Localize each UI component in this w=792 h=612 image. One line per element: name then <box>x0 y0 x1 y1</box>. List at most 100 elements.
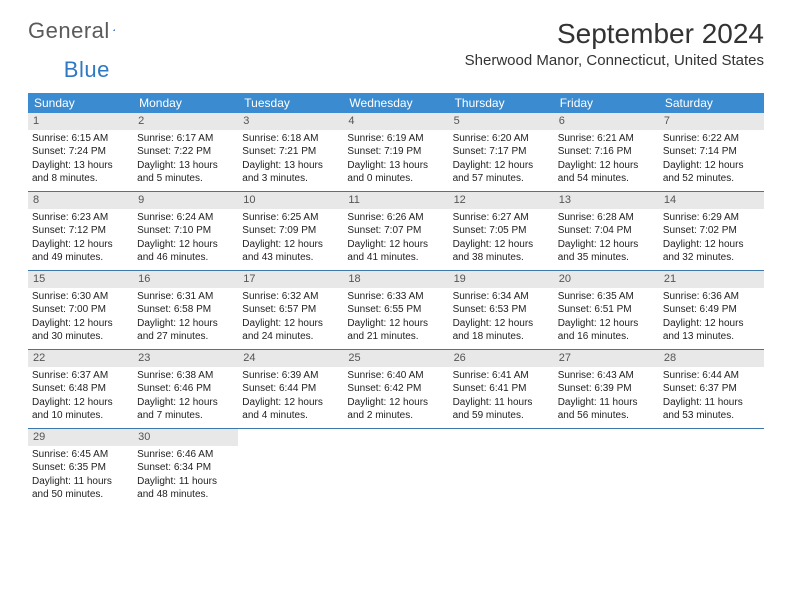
month-title: September 2024 <box>465 18 764 50</box>
daylight-text: Daylight: 12 hours and 4 minutes. <box>242 396 339 423</box>
day-cell <box>659 429 764 507</box>
day-cell: 26Sunrise: 6:41 AMSunset: 6:41 PMDayligh… <box>449 350 554 428</box>
day-cell: 12Sunrise: 6:27 AMSunset: 7:05 PMDayligh… <box>449 192 554 270</box>
daylight-text: Daylight: 13 hours and 8 minutes. <box>32 159 129 186</box>
day-number: 10 <box>238 192 343 209</box>
sunrise-text: Sunrise: 6:32 AM <box>242 290 339 304</box>
day-cell: 27Sunrise: 6:43 AMSunset: 6:39 PMDayligh… <box>554 350 659 428</box>
sunset-text: Sunset: 6:53 PM <box>453 303 550 317</box>
sunrise-text: Sunrise: 6:38 AM <box>137 369 234 383</box>
sunset-text: Sunset: 6:49 PM <box>663 303 760 317</box>
day-cell: 18Sunrise: 6:33 AMSunset: 6:55 PMDayligh… <box>343 271 448 349</box>
sunrise-text: Sunrise: 6:30 AM <box>32 290 129 304</box>
day-number: 25 <box>343 350 448 367</box>
sunset-text: Sunset: 7:10 PM <box>137 224 234 238</box>
sunset-text: Sunset: 6:39 PM <box>558 382 655 396</box>
day-number: 8 <box>28 192 133 209</box>
day-number: 7 <box>659 113 764 130</box>
sunset-text: Sunset: 6:34 PM <box>137 461 234 475</box>
day-cell: 5Sunrise: 6:20 AMSunset: 7:17 PMDaylight… <box>449 113 554 191</box>
logo: General <box>28 18 131 44</box>
daylight-text: Daylight: 12 hours and 16 minutes. <box>558 317 655 344</box>
day-cell: 11Sunrise: 6:26 AMSunset: 7:07 PMDayligh… <box>343 192 448 270</box>
daylight-text: Daylight: 12 hours and 7 minutes. <box>137 396 234 423</box>
sunrise-text: Sunrise: 6:34 AM <box>453 290 550 304</box>
day-number: 6 <box>554 113 659 130</box>
daylight-text: Daylight: 11 hours and 56 minutes. <box>558 396 655 423</box>
day-cell: 19Sunrise: 6:34 AMSunset: 6:53 PMDayligh… <box>449 271 554 349</box>
sunrise-text: Sunrise: 6:19 AM <box>347 132 444 146</box>
day-cell <box>238 429 343 507</box>
week-row: 29Sunrise: 6:45 AMSunset: 6:35 PMDayligh… <box>28 428 764 507</box>
day-cell: 3Sunrise: 6:18 AMSunset: 7:21 PMDaylight… <box>238 113 343 191</box>
sunrise-text: Sunrise: 6:22 AM <box>663 132 760 146</box>
day-number: 9 <box>133 192 238 209</box>
sunset-text: Sunset: 7:12 PM <box>32 224 129 238</box>
day-number: 11 <box>343 192 448 209</box>
daylight-text: Daylight: 12 hours and 32 minutes. <box>663 238 760 265</box>
daylight-text: Daylight: 12 hours and 41 minutes. <box>347 238 444 265</box>
day-cell <box>554 429 659 507</box>
sunrise-text: Sunrise: 6:45 AM <box>32 448 129 462</box>
day-number: 14 <box>659 192 764 209</box>
day-cell: 10Sunrise: 6:25 AMSunset: 7:09 PMDayligh… <box>238 192 343 270</box>
day-number: 2 <box>133 113 238 130</box>
day-number: 30 <box>133 429 238 446</box>
daylight-text: Daylight: 12 hours and 49 minutes. <box>32 238 129 265</box>
sunset-text: Sunset: 6:37 PM <box>663 382 760 396</box>
title-block: September 2024 Sherwood Manor, Connectic… <box>465 18 764 69</box>
sunset-text: Sunset: 7:07 PM <box>347 224 444 238</box>
sunrise-text: Sunrise: 6:20 AM <box>453 132 550 146</box>
day-cell: 28Sunrise: 6:44 AMSunset: 6:37 PMDayligh… <box>659 350 764 428</box>
location-text: Sherwood Manor, Connecticut, United Stat… <box>465 52 764 69</box>
day-number: 3 <box>238 113 343 130</box>
sunset-text: Sunset: 7:19 PM <box>347 145 444 159</box>
day-cell: 17Sunrise: 6:32 AMSunset: 6:57 PMDayligh… <box>238 271 343 349</box>
logo-text-blue: Blue <box>64 57 110 83</box>
day-cell: 21Sunrise: 6:36 AMSunset: 6:49 PMDayligh… <box>659 271 764 349</box>
day-cell: 14Sunrise: 6:29 AMSunset: 7:02 PMDayligh… <box>659 192 764 270</box>
sunrise-text: Sunrise: 6:27 AM <box>453 211 550 225</box>
daylight-text: Daylight: 12 hours and 46 minutes. <box>137 238 234 265</box>
daylight-text: Daylight: 12 hours and 10 minutes. <box>32 396 129 423</box>
day-number: 27 <box>554 350 659 367</box>
sunrise-text: Sunrise: 6:18 AM <box>242 132 339 146</box>
day-cell: 1Sunrise: 6:15 AMSunset: 7:24 PMDaylight… <box>28 113 133 191</box>
sunset-text: Sunset: 7:05 PM <box>453 224 550 238</box>
weekday-header: Monday <box>133 93 238 113</box>
day-cell: 8Sunrise: 6:23 AMSunset: 7:12 PMDaylight… <box>28 192 133 270</box>
weekday-header: Tuesday <box>238 93 343 113</box>
day-number: 12 <box>449 192 554 209</box>
daylight-text: Daylight: 13 hours and 3 minutes. <box>242 159 339 186</box>
calendar-body: 1Sunrise: 6:15 AMSunset: 7:24 PMDaylight… <box>28 113 764 507</box>
daylight-text: Daylight: 11 hours and 59 minutes. <box>453 396 550 423</box>
day-cell: 24Sunrise: 6:39 AMSunset: 6:44 PMDayligh… <box>238 350 343 428</box>
sunrise-text: Sunrise: 6:28 AM <box>558 211 655 225</box>
day-number: 19 <box>449 271 554 288</box>
day-number: 23 <box>133 350 238 367</box>
day-cell: 7Sunrise: 6:22 AMSunset: 7:14 PMDaylight… <box>659 113 764 191</box>
day-number: 17 <box>238 271 343 288</box>
daylight-text: Daylight: 12 hours and 54 minutes. <box>558 159 655 186</box>
day-number: 16 <box>133 271 238 288</box>
sunset-text: Sunset: 7:09 PM <box>242 224 339 238</box>
logo-sail-icon <box>113 22 116 38</box>
daylight-text: Daylight: 12 hours and 13 minutes. <box>663 317 760 344</box>
sunset-text: Sunset: 7:04 PM <box>558 224 655 238</box>
day-number: 4 <box>343 113 448 130</box>
daylight-text: Daylight: 12 hours and 21 minutes. <box>347 317 444 344</box>
sunrise-text: Sunrise: 6:44 AM <box>663 369 760 383</box>
day-number: 18 <box>343 271 448 288</box>
sunset-text: Sunset: 6:48 PM <box>32 382 129 396</box>
sunrise-text: Sunrise: 6:24 AM <box>137 211 234 225</box>
daylight-text: Daylight: 12 hours and 52 minutes. <box>663 159 760 186</box>
weekday-header: Saturday <box>659 93 764 113</box>
day-number: 15 <box>28 271 133 288</box>
sunset-text: Sunset: 6:58 PM <box>137 303 234 317</box>
weekday-header-row: Sunday Monday Tuesday Wednesday Thursday… <box>28 93 764 113</box>
sunset-text: Sunset: 6:41 PM <box>453 382 550 396</box>
sunset-text: Sunset: 6:42 PM <box>347 382 444 396</box>
sunset-text: Sunset: 7:24 PM <box>32 145 129 159</box>
day-number: 29 <box>28 429 133 446</box>
sunset-text: Sunset: 7:00 PM <box>32 303 129 317</box>
